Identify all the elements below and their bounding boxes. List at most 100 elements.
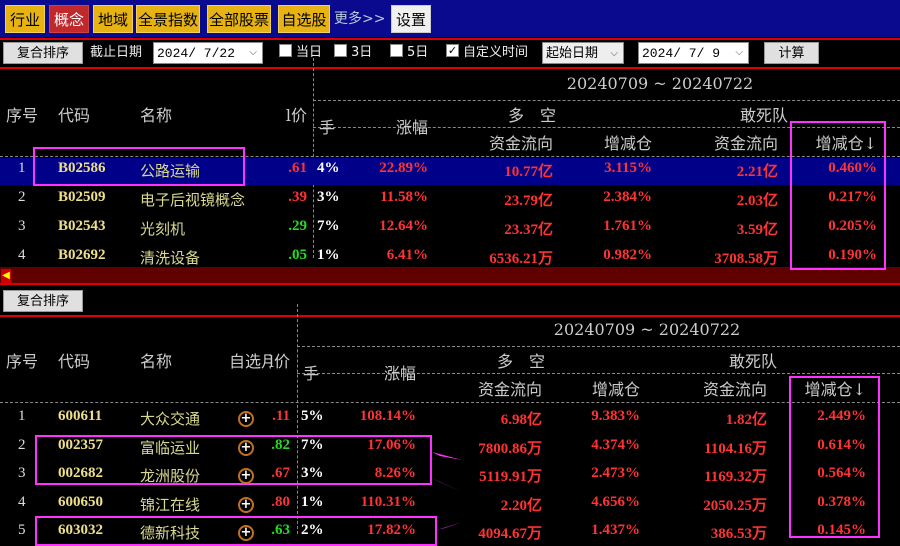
tab-6[interactable]: 自选股 [278, 5, 330, 33]
row-code[interactable]: 002357 [58, 436, 103, 453]
tab-5[interactable]: 全部股票 [207, 5, 271, 33]
column-header-turnover[interactable]: 手 [303, 364, 320, 383]
column-header-price[interactable]: l价 [285, 106, 307, 125]
checkbox-5day[interactable] [390, 44, 403, 57]
row-code[interactable]: 600650 [58, 493, 103, 510]
row-p1: 3.115% [604, 160, 652, 176]
row-turnover: 1% [301, 493, 324, 510]
row-code[interactable]: B02692 [58, 247, 106, 263]
row-name[interactable]: 光刻机 [140, 220, 186, 238]
checkbox-3day[interactable] [334, 44, 347, 57]
annotation-highlight-box [33, 147, 245, 186]
divider [313, 127, 900, 128]
tab-1[interactable]: 行业 [5, 5, 45, 33]
gansidui-header: 敢死队 [740, 106, 789, 125]
composite-sort-button[interactable]: 复合排序 [3, 42, 83, 64]
tab-3[interactable]: 地域 [93, 5, 133, 33]
column-header-p1[interactable]: 增减仓 [591, 380, 640, 399]
tab-4[interactable]: 全景指数 [136, 5, 200, 33]
column-header-watchlist[interactable]: 自选月 [229, 352, 271, 371]
column-header-turnover[interactable]: 手 [319, 118, 336, 137]
row-turnover: 4% [317, 160, 340, 176]
start-type-select[interactable]: 起始日期 ⌵ [542, 42, 624, 64]
row-name[interactable]: 富临运业 [140, 438, 201, 457]
column-header-name[interactable]: 名称 [140, 352, 173, 371]
column-header-code[interactable]: 代码 [58, 352, 91, 371]
row-turnover: 5% [301, 408, 324, 424]
row-code[interactable]: 603032 [58, 522, 103, 538]
column-header-change[interactable]: 涨幅 [383, 364, 416, 383]
checkbox-custom-time-label: 自定义时间 [463, 45, 529, 60]
row-p2: 0.145% [817, 522, 866, 538]
row-f2: 1104.16万 [704, 440, 767, 457]
row-f2: 386.53万 [710, 526, 767, 542]
more-link[interactable]: 更多>> [334, 11, 386, 27]
row-turnover: 3% [317, 189, 340, 205]
column-header-p1[interactable]: 增减仓 [603, 134, 652, 153]
row-name[interactable]: 大众交通 [140, 410, 201, 428]
duokong-header: 多 空 [508, 106, 557, 125]
column-header-f1[interactable]: 资金流向 [488, 134, 553, 153]
column-header-price[interactable]: l价 [268, 352, 290, 371]
row-chg: 12.64% [379, 218, 428, 234]
row-code[interactable]: B02543 [58, 218, 106, 234]
row-chg: 22.89% [379, 160, 428, 176]
add-watchlist-icon[interactable]: + [238, 439, 254, 456]
tab-2[interactable]: 概念 [49, 5, 89, 33]
row-p2: 0.564% [817, 465, 866, 481]
annotation-highlight-box [789, 376, 880, 538]
row-f2: 2.03亿 [736, 193, 778, 209]
row-name[interactable]: 德新科技 [140, 524, 201, 542]
annotation-arrow [432, 478, 462, 492]
row-name[interactable]: 电子后视镜概念 [140, 191, 246, 209]
horizontal-scrollbar[interactable]: ◀ [0, 267, 900, 285]
column-header-f2[interactable]: 资金流向 [713, 134, 778, 153]
checkbox-today[interactable] [279, 44, 292, 57]
row-f2: 3.59亿 [736, 222, 778, 238]
checkbox-today-label: 当日 [296, 45, 323, 60]
row-name[interactable]: 锦江在线 [140, 495, 201, 514]
column-header-change[interactable]: 涨幅 [395, 118, 428, 137]
row-code[interactable]: B02586 [58, 160, 106, 176]
annotation-highlight-box [35, 435, 432, 485]
column-header-p2[interactable]: 增减仓↓ [815, 134, 877, 153]
column-header-p2[interactable]: 增减仓↓ [804, 380, 866, 399]
column-header-code[interactable]: 代码 [58, 106, 91, 125]
row-code[interactable]: 600611 [58, 408, 103, 424]
column-header-seq[interactable]: 序号 [6, 106, 39, 125]
add-watchlist-icon[interactable]: + [238, 525, 254, 541]
row-chg: 108.14% [359, 408, 416, 424]
row-name[interactable]: 清洗设备 [140, 249, 201, 267]
column-header-seq[interactable]: 序号 [6, 352, 39, 371]
row-name[interactable]: 公路运输 [140, 162, 201, 180]
row-code[interactable]: B02509 [58, 189, 106, 205]
row-code[interactable]: 002682 [58, 465, 103, 481]
row-p1: 9.383% [591, 408, 640, 424]
column-header-name[interactable]: 名称 [140, 106, 173, 125]
divider [0, 402, 900, 403]
add-watchlist-icon[interactable]: + [238, 496, 254, 513]
chevron-down-icon: ⌵ [735, 48, 743, 59]
start-date-value: 2024/ 7/ 9 [642, 46, 721, 61]
row-p2: 0.205% [828, 218, 877, 234]
column-header-f2[interactable]: 资金流向 [702, 380, 767, 399]
row-f1: 6536.21万 [489, 251, 553, 267]
end-date-picker[interactable]: 2024/ 7/22 ⌵ [153, 42, 263, 64]
composite-sort-button-bottom[interactable]: 复合排序 [3, 290, 83, 312]
row-name[interactable]: 龙洲股份 [140, 467, 201, 485]
divider [0, 156, 900, 157]
column-header-f1[interactable]: 资金流向 [477, 380, 542, 399]
scroll-left-arrow-icon[interactable]: ◀ [1, 269, 11, 283]
start-date-picker[interactable]: 2024/ 7/ 9 ⌵ [638, 42, 749, 64]
checkbox-custom-time[interactable]: ✓ [446, 44, 459, 57]
row-seq: 4 [18, 493, 26, 510]
row-f2: 2050.25万 [703, 497, 767, 514]
row-p2: 0.460% [828, 160, 877, 176]
row-price: .29 [288, 218, 307, 234]
row-f1: 7800.86万 [478, 440, 542, 457]
row-turnover: 1% [317, 247, 340, 263]
divider [313, 100, 900, 101]
settings-button[interactable]: 设置 [391, 5, 431, 33]
calculate-button[interactable]: 计算 [764, 42, 819, 64]
add-watchlist-icon[interactable]: + [238, 411, 254, 427]
